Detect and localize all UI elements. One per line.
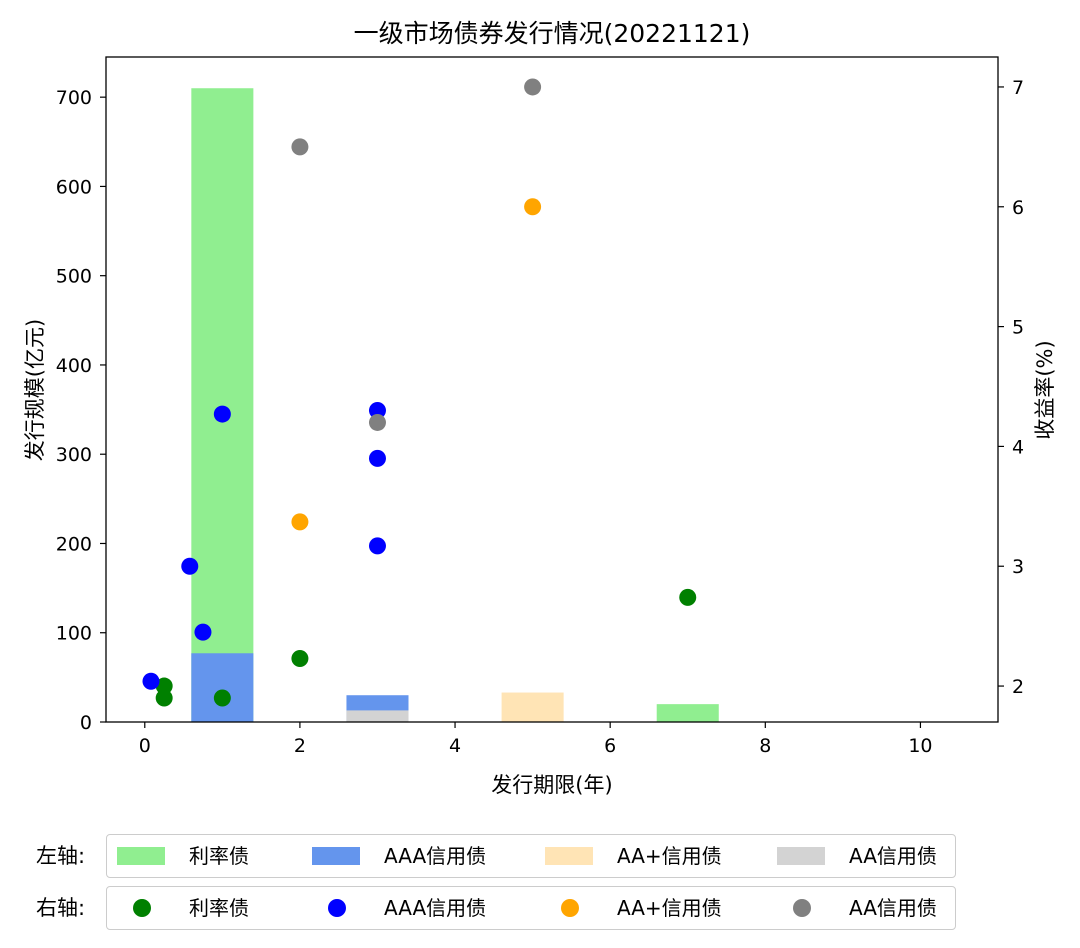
bond-issuance-chart: 一级市场债券发行情况(20221121) 0 2 4 6 8 10 0 100 200 300 4… — [0, 0, 1080, 820]
bar-0-1 — [657, 704, 719, 722]
point-0-2 — [214, 690, 231, 707]
y-right-axis-label: 收益率(%) — [1033, 340, 1057, 439]
legend-right-axis: 右轴: 利率债 AAA信用债 AA+信用债 AA信用债 — [0, 886, 1080, 930]
point-1-2 — [194, 624, 211, 641]
x-tick-label-3: 6 — [604, 735, 616, 757]
y-right-tick-label-3: 5 — [1012, 317, 1024, 339]
legend-left-axis: 左轴: 利率债 AAA信用债 AA+信用债 AA信用债 — [0, 834, 1080, 878]
point-0-4 — [679, 589, 696, 606]
point-1-0 — [142, 673, 159, 690]
legend-text-dot-3: AA信用债 — [849, 887, 937, 929]
x-tick-label-5: 10 — [908, 735, 932, 757]
legend-swatch-bar-3 — [777, 847, 825, 865]
legend-swatch-dot-0 — [133, 899, 151, 917]
point-0-1 — [156, 690, 173, 707]
y-right-tick-label-4: 6 — [1012, 197, 1024, 219]
point-3-0 — [291, 138, 308, 155]
legend-right-axis-label: 右轴: — [36, 886, 85, 930]
legend-swatch-bar-0 — [117, 847, 165, 865]
point-2-1 — [524, 198, 541, 215]
y-right-tick-label-2: 4 — [1012, 436, 1024, 458]
y-left-tick-label-5: 500 — [56, 266, 92, 288]
bars-layer — [191, 88, 718, 722]
point-0-3 — [291, 650, 308, 667]
legend-text-dot-1: AAA信用债 — [384, 887, 486, 929]
chart-title: 一级市场债券发行情况(20221121) — [354, 19, 751, 48]
x-tick-label-1: 2 — [294, 735, 306, 757]
legend-text-bar-0: 利率债 — [189, 835, 249, 877]
legend-right-box: 利率债 AAA信用债 AA+信用债 AA信用债 — [106, 886, 956, 930]
legend-swatch-bar-2 — [545, 847, 593, 865]
y-left-axis-ticks: 0 100 200 300 400 500 600 700 — [56, 87, 106, 734]
legend-swatch-dot-1 — [328, 899, 346, 917]
y-left-tick-label-7: 700 — [56, 87, 92, 109]
x-tick-label-4: 8 — [759, 735, 771, 757]
y-left-tick-label-6: 600 — [56, 176, 92, 198]
y-right-axis-ticks: 2 3 4 5 6 7 — [998, 77, 1024, 698]
legend-swatch-dot-3 — [793, 899, 811, 917]
y-left-tick-label-4: 400 — [56, 355, 92, 377]
y-right-tick-label-0: 2 — [1012, 676, 1024, 698]
point-1-3 — [214, 406, 231, 423]
bar-2-0 — [502, 693, 564, 722]
x-tick-label-2: 4 — [449, 735, 461, 757]
point-1-6 — [369, 537, 386, 554]
legend-text-bar-3: AA信用债 — [849, 835, 937, 877]
point-1-1 — [181, 558, 198, 575]
legend-text-bar-1: AAA信用债 — [384, 835, 486, 877]
legend-text-dot-2: AA+信用债 — [617, 887, 722, 929]
legend-text-bar-2: AA+信用债 — [617, 835, 722, 877]
x-tick-label-0: 0 — [139, 735, 151, 757]
point-3-1 — [369, 414, 386, 431]
point-3-2 — [524, 78, 541, 95]
y-right-tick-label-1: 3 — [1012, 556, 1024, 578]
x-axis-ticks: 0 2 4 6 8 10 — [139, 722, 933, 757]
y-left-tick-label-1: 100 — [56, 623, 92, 645]
bar-1-0 — [191, 653, 253, 722]
y-left-tick-label-3: 300 — [56, 444, 92, 466]
point-2-0 — [291, 513, 308, 530]
y-left-axis-label: 发行规模(亿元) — [23, 319, 47, 461]
legend-left-box: 利率债 AAA信用债 AA+信用债 AA信用债 — [106, 834, 956, 878]
y-right-tick-label-5: 7 — [1012, 77, 1024, 99]
x-axis-label: 发行期限(年) — [491, 773, 612, 797]
y-left-tick-label-0: 0 — [80, 712, 92, 734]
bar-3-0 — [346, 710, 408, 722]
legend-left-axis-label: 左轴: — [36, 834, 85, 878]
y-left-tick-label-2: 200 — [56, 533, 92, 555]
legend-text-dot-0: 利率债 — [189, 887, 249, 929]
legend-swatch-bar-1 — [312, 847, 360, 865]
legend-swatch-dot-2 — [561, 899, 579, 917]
point-1-5 — [369, 450, 386, 467]
